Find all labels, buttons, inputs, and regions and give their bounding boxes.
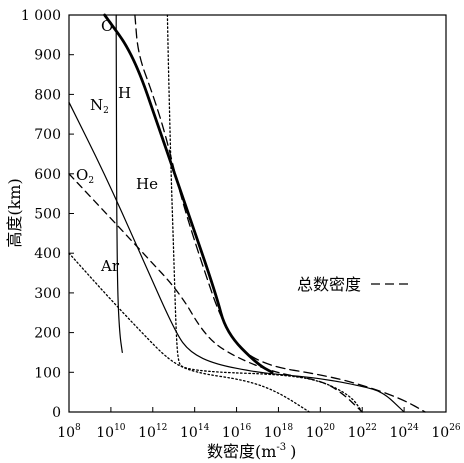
y-tick-label: 600	[34, 167, 61, 183]
legend: 总数密度	[297, 275, 412, 294]
x-tick-label: 1026	[431, 423, 461, 441]
y-tick-label: 100	[34, 365, 61, 381]
x-tick-label: 1020	[306, 423, 336, 441]
label-ar: Ar	[100, 257, 120, 275]
x-tick-label: 1024	[389, 423, 419, 441]
label-n2: N2	[90, 96, 109, 116]
x-tick-label: 1016	[222, 423, 252, 441]
x-tick-label: 1014	[180, 423, 210, 441]
y-axis: 0 100 200 300 400 500 600 700 800 900 1 000	[21, 8, 74, 421]
x-tick-label: 108	[57, 423, 81, 441]
y-tick-label: 900	[34, 48, 61, 64]
series-line-He-4	[166, 14, 363, 413]
x-axis-title: 数密度(m-3)	[207, 442, 296, 461]
series-line-总数密度-6	[134, 14, 426, 413]
y-tick-label: 0	[52, 405, 61, 421]
x-tick-label: 1022	[348, 423, 377, 441]
series-group	[68, 13, 426, 413]
x-tick-label: 1012	[138, 423, 167, 441]
x-tick-label: 1010	[96, 423, 126, 441]
x-axis: 108 1010 1012 1014 1016 1018 1020 1022 1024 1026	[57, 407, 461, 441]
plot-frame	[68, 14, 447, 413]
y-axis-title: 高度(km)	[5, 178, 24, 247]
label-he: He	[136, 175, 158, 193]
y-tick-label: 500	[34, 207, 61, 223]
series-line-O-0	[103, 13, 274, 374]
y-tick-label: 1 000	[21, 8, 61, 24]
y-tick-label: 400	[34, 246, 61, 262]
y-tick-label: 300	[34, 286, 61, 302]
x-tick-label: 1018	[264, 423, 294, 441]
series-line-N2-2	[68, 101, 405, 413]
label-h: H	[118, 84, 131, 102]
label-o2: O2	[76, 166, 94, 186]
series-line-Ar-5	[68, 252, 311, 413]
y-tick-label: 200	[34, 326, 61, 342]
series-line-H-1	[115, 14, 123, 353]
y-tick-label: 800	[34, 87, 61, 103]
legend-label: 总数密度	[297, 275, 361, 294]
y-tick-label: 700	[34, 127, 61, 143]
label-o: O	[101, 17, 113, 35]
